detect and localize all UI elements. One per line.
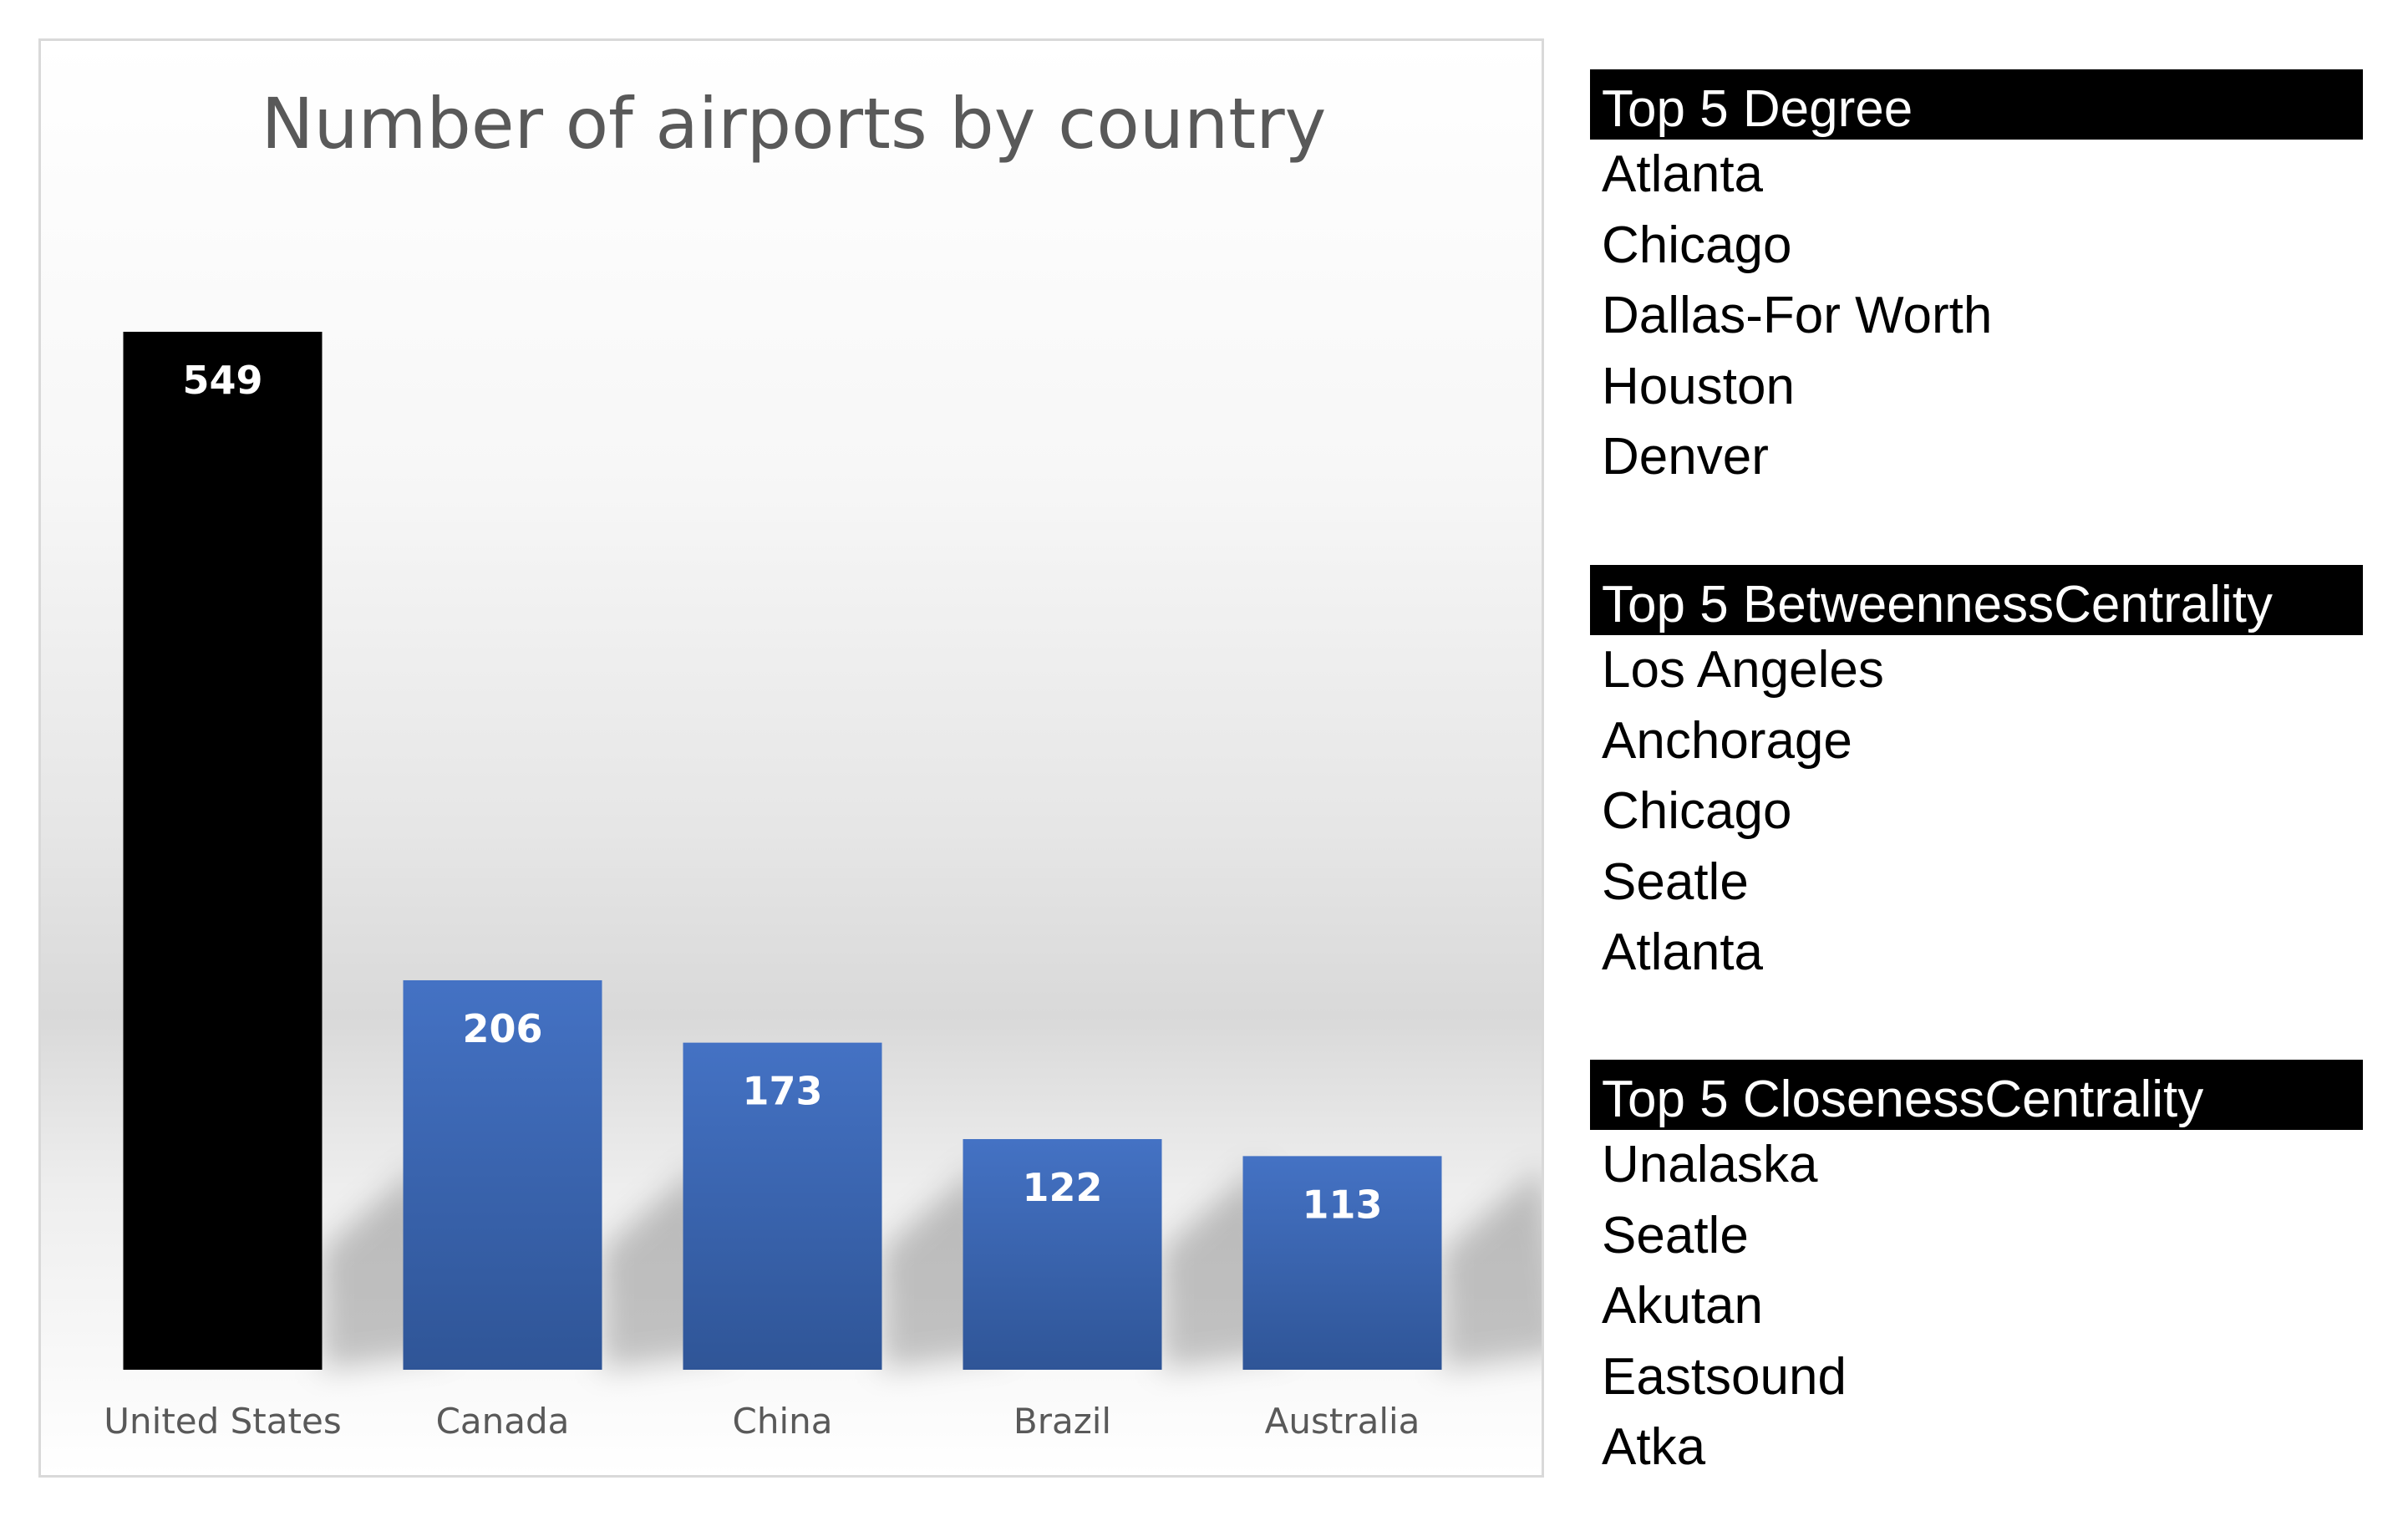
degree-list-item: Dallas-For Worth (1602, 287, 1993, 344)
category-tick-label: Brazil (1013, 1401, 1111, 1442)
betweenness-list-header: Top 5 BetweennessCentrality (1590, 565, 2363, 635)
closeness-list-item: Seatle (1602, 1206, 1749, 1264)
closeness-list: Top 5 ClosenessCentrality Unalaska Seatl… (1590, 1060, 2363, 1483)
bars (123, 332, 1442, 1370)
betweenness-list-item: Los Angeles (1602, 641, 1884, 699)
category-labels: United States Canada China Brazil Australia (104, 1401, 1420, 1442)
bar-value-labels: 549 206 173 122 113 (182, 358, 1382, 1227)
bar (1242, 1156, 1442, 1370)
betweenness-list-item: Chicago (1602, 782, 1792, 840)
closeness-list-item: Akutan (1602, 1277, 1764, 1335)
closeness-list-item: Eastsound (1602, 1347, 1847, 1406)
betweenness-list-item: Atlanta (1602, 923, 1764, 981)
chart-panel: Number of airports by country 549 206 173 1… (38, 38, 1544, 1478)
degree-list: Top 5 Degree Atlanta Chicago Dallas-For … (1590, 69, 2363, 493)
bar-shadow (1441, 1167, 1542, 1370)
degree-list-item: Denver (1602, 428, 1769, 486)
bar (963, 1139, 1162, 1370)
category-tick-label: Canada (436, 1401, 570, 1442)
bar-value-label: 173 (742, 1069, 822, 1114)
bar-chart: Number of airports by country 549 206 173 1… (104, 83, 1542, 1442)
bar-value-label: 549 (182, 358, 262, 403)
degree-list-item: Chicago (1602, 216, 1792, 274)
closeness-list-item: Unalaska (1602, 1136, 1818, 1193)
bar-value-label: 113 (1302, 1182, 1382, 1227)
degree-list-item: Atlanta (1602, 145, 1764, 203)
bar (123, 332, 323, 1370)
betweenness-list: Top 5 BetweennessCentrality Los Angeles … (1590, 565, 2363, 989)
category-tick-label: Australia (1265, 1401, 1420, 1442)
closeness-list-header: Top 5 ClosenessCentrality (1590, 1060, 2363, 1130)
bar (403, 979, 602, 1370)
category-tick-label: China (733, 1401, 833, 1442)
bar (683, 1042, 882, 1370)
degree-list-item: Houston (1602, 357, 1795, 415)
bar-value-label: 122 (1022, 1165, 1102, 1210)
betweenness-list-item: Anchorage (1602, 711, 1852, 770)
betweenness-list-item: Seatle (1602, 852, 1749, 911)
degree-list-header: Top 5 Degree (1590, 69, 2363, 140)
closeness-list-item: Atka (1602, 1418, 1706, 1476)
bar-value-label: 206 (462, 1006, 542, 1051)
chart-title: Number of airports by country (262, 83, 1327, 165)
category-tick-label: United States (104, 1401, 341, 1442)
